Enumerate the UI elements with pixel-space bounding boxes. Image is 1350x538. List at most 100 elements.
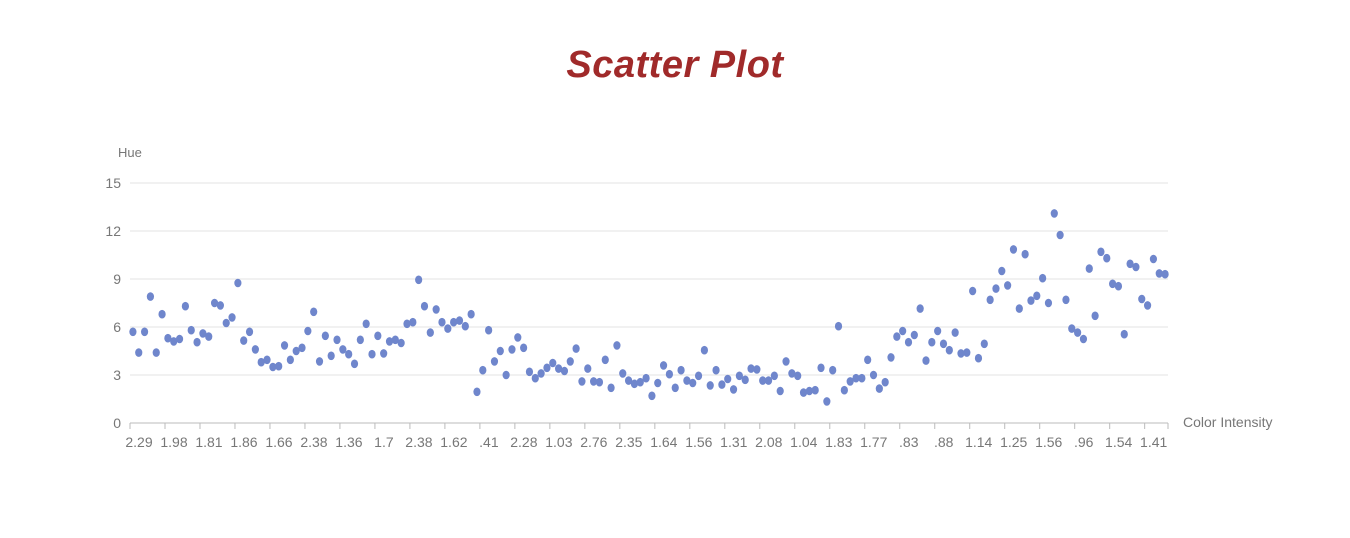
scatter-point xyxy=(613,341,621,350)
chart-title: Scatter Plot xyxy=(566,44,784,86)
scatter-point xyxy=(234,278,242,288)
scatter-point xyxy=(928,337,936,347)
scatter-point xyxy=(858,373,866,383)
y-tick-label: 6 xyxy=(113,319,121,335)
scatter-point xyxy=(799,388,808,397)
scatter-point xyxy=(805,386,813,396)
scatter-point xyxy=(811,385,819,395)
scatter-point xyxy=(479,365,487,375)
scatter-point xyxy=(1062,295,1070,305)
scatter-point xyxy=(286,355,294,365)
scatter-point xyxy=(1126,259,1134,269)
scatter-point xyxy=(1033,291,1041,301)
scatter-point xyxy=(362,319,370,329)
scatter-point xyxy=(321,331,329,341)
scatter-point xyxy=(444,324,452,333)
scatter-point xyxy=(403,319,411,329)
x-axis-label: Color Intensity xyxy=(1183,414,1272,430)
scatter-point xyxy=(1009,245,1018,254)
scatter-point xyxy=(718,380,726,389)
scatter-point xyxy=(455,316,464,325)
scatter-point xyxy=(875,384,883,393)
scatter-point xyxy=(578,377,586,386)
scatter-point xyxy=(269,362,277,372)
scatter-point xyxy=(642,373,650,383)
scatter-point xyxy=(304,326,312,336)
scatter-point xyxy=(590,377,598,386)
scatter-point xyxy=(140,327,149,337)
scatter-point xyxy=(409,317,417,327)
x-tick-label: 1.25 xyxy=(1000,434,1027,450)
scatter-point xyxy=(520,343,528,353)
scatter-point xyxy=(1021,249,1029,259)
x-tick-label: .41 xyxy=(479,434,499,450)
scatter-point xyxy=(619,369,627,378)
gridlines xyxy=(130,182,1168,376)
scatter-point xyxy=(864,355,872,365)
scatter-point xyxy=(280,341,289,350)
scatter-point xyxy=(146,292,155,301)
scatter-point xyxy=(974,353,983,363)
scatter-point xyxy=(636,377,644,387)
scatter-point xyxy=(135,348,143,357)
scatter-point xyxy=(630,379,639,389)
x-axis-ticks: 2.29 1.98 1.81 1.86 1.66 2.38 1.36 1.7 2.38 1.62.… xyxy=(125,423,1169,450)
x-tick-label: 1.41 xyxy=(1140,434,1167,450)
scatter-point xyxy=(776,386,784,396)
scatter-point xyxy=(356,335,364,345)
scatter-point xyxy=(887,353,895,362)
y-tick-label: 3 xyxy=(113,367,121,383)
scatter-point xyxy=(181,301,189,311)
scatter-point xyxy=(899,326,907,336)
x-tick-label: .83 xyxy=(899,434,919,450)
scatter-point xyxy=(1015,304,1023,313)
x-tick-label: 2.29 xyxy=(125,434,152,450)
x-tick-label: .96 xyxy=(1074,434,1094,450)
y-tick-label: 9 xyxy=(113,271,121,287)
x-tick-label: 1.62 xyxy=(440,434,467,450)
scatter-point xyxy=(292,346,300,356)
x-tick-label: 1.03 xyxy=(545,434,572,450)
scatter-point xyxy=(1149,254,1158,264)
scatter-point xyxy=(934,326,942,336)
scatter-point xyxy=(315,357,324,366)
scatter-point xyxy=(1161,269,1169,279)
scatter-point xyxy=(922,356,930,365)
scatter-point xyxy=(1085,264,1093,273)
scatter-point xyxy=(374,331,382,341)
y-tick-label: 0 xyxy=(113,415,121,431)
scatter-point xyxy=(199,329,207,338)
scatter-point xyxy=(508,345,516,354)
scatter-point xyxy=(560,366,569,376)
scatter-point xyxy=(1039,273,1047,283)
scatter-point xyxy=(531,373,539,383)
scatter-point xyxy=(228,313,236,322)
x-tick-label: 1.56 xyxy=(1035,434,1062,450)
scatter-point xyxy=(869,370,878,380)
scatter-point xyxy=(450,317,458,327)
x-tick-label: 1.81 xyxy=(195,434,222,450)
scatter-point xyxy=(1068,324,1076,333)
scatter-point xyxy=(916,304,924,313)
scatter-point xyxy=(310,307,318,317)
scatter-point xyxy=(1027,296,1035,305)
scatter-point xyxy=(829,365,837,375)
data-points xyxy=(129,209,1169,406)
scatter-point xyxy=(251,345,259,354)
scatter-point xyxy=(397,338,405,348)
scatter-point xyxy=(158,309,166,319)
scatter-point xyxy=(893,332,901,341)
y-tick-label: 15 xyxy=(105,175,121,191)
scatter-point xyxy=(1138,294,1146,304)
scatter-point xyxy=(485,325,493,335)
scatter-point xyxy=(164,333,172,343)
scatter-point xyxy=(1044,298,1053,308)
scatter-point xyxy=(712,365,720,375)
x-tick-label: 1.77 xyxy=(860,434,887,450)
scatter-point xyxy=(420,301,429,311)
scatter-point xyxy=(339,345,347,354)
scatter-point xyxy=(1114,281,1123,291)
scatter-point xyxy=(840,385,848,395)
scatter-point xyxy=(368,349,376,359)
scatter-point xyxy=(245,327,254,337)
